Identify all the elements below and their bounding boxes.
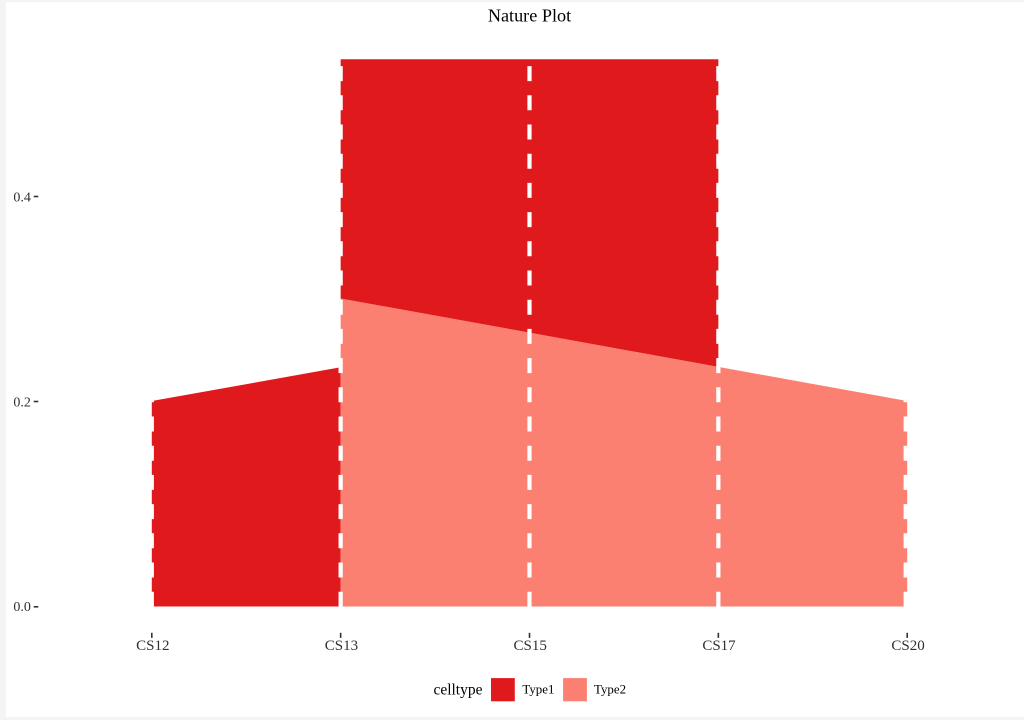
svg-text:0.0: 0.0 (13, 600, 31, 615)
svg-text:0.4: 0.4 (13, 190, 31, 205)
svg-text:Type2: Type2 (594, 683, 626, 697)
svg-text:CS20: CS20 (891, 638, 924, 654)
svg-text:celltype: celltype (433, 682, 482, 699)
svg-text:CS13: CS13 (325, 638, 358, 654)
svg-text:CS15: CS15 (514, 638, 547, 654)
svg-text:Nature Plot: Nature Plot (488, 5, 571, 25)
svg-text:CS17: CS17 (702, 638, 736, 654)
svg-text:0.2: 0.2 (13, 395, 31, 410)
svg-text:Type1: Type1 (522, 683, 554, 697)
svg-text:CS12: CS12 (136, 638, 169, 654)
